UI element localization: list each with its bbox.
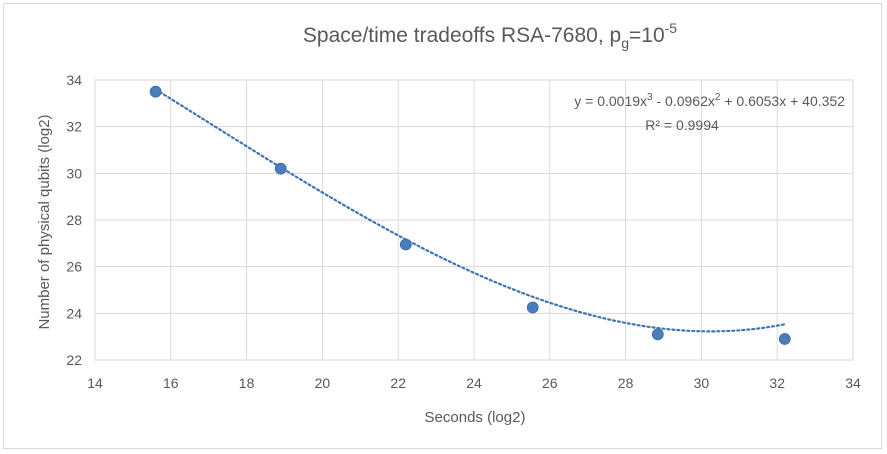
y-axis-title: Number of physical qubits (log2) <box>36 114 53 329</box>
x-tick-label: 24 <box>466 375 482 391</box>
data-point <box>778 333 791 345</box>
trendline-equation: y = 0.0019x3 - 0.0962x2 + 0.6053x + 40.3… <box>574 92 845 109</box>
y-tick-label: 28 <box>66 212 82 228</box>
x-tick-label: 18 <box>239 375 255 391</box>
title-middle: =10 <box>629 24 665 47</box>
data-point <box>651 328 664 341</box>
title-subscript: g <box>621 35 629 51</box>
y-tick-label: 30 <box>66 165 82 181</box>
data-point <box>399 238 412 251</box>
title-superscript: -5 <box>665 20 678 36</box>
x-axis-title: Seconds (log2) <box>425 409 526 426</box>
x-tick-label: 32 <box>769 375 785 391</box>
data-points <box>149 85 791 345</box>
y-tick-labels: 22 24 26 28 30 32 34 <box>66 72 82 368</box>
trendline <box>154 88 786 333</box>
gridlines <box>94 79 854 361</box>
chart-title: Space/time tradeoffs RSA-7680, pg=10-5 <box>303 20 677 51</box>
r-squared-label: R² = 0.9994 <box>645 117 719 133</box>
y-tick-label: 34 <box>66 72 82 88</box>
x-tick-label: 34 <box>845 375 861 391</box>
y-tick-label: 26 <box>66 259 82 275</box>
x-tick-label: 20 <box>315 375 331 391</box>
x-tick-labels: 14 16 18 20 22 24 26 28 30 32 34 <box>87 375 861 391</box>
x-tick-label: 26 <box>542 375 558 391</box>
y-tick-label: 24 <box>66 305 82 321</box>
x-tick-label: 28 <box>618 375 634 391</box>
y-tick-label: 32 <box>66 119 82 135</box>
x-tick-label: 16 <box>163 375 179 391</box>
x-tick-label: 22 <box>390 375 406 391</box>
data-point <box>526 301 539 314</box>
eq-exponent-3: 3 <box>647 92 653 103</box>
eq-exponent-2: 2 <box>715 92 721 103</box>
x-tick-label: 30 <box>694 375 710 391</box>
y-tick-label: 22 <box>66 352 82 368</box>
x-tick-label: 14 <box>87 375 103 391</box>
data-point <box>274 162 287 175</box>
chart-frame <box>3 3 882 449</box>
data-point <box>149 85 162 98</box>
